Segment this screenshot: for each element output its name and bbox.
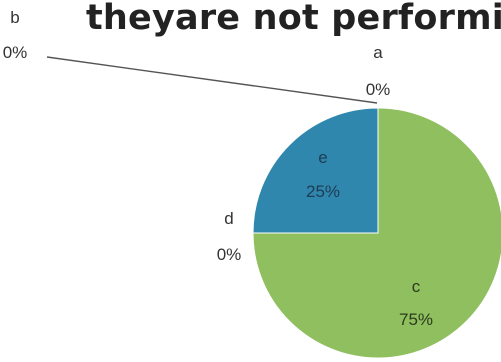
label-value-b: 0% [3,43,28,62]
pie-slice-c [252,107,501,359]
data-labels: a 0% b 0% c 75% d 0% e 25% [3,8,433,329]
label-name-a: a [373,43,383,62]
label-name-d: d [224,209,233,228]
chart-title: theyare not performi [86,0,501,38]
label-value-c: 75% [399,310,433,329]
label-name-b: b [10,8,19,27]
label-name-e: e [318,148,327,167]
pie-slice-e [252,107,379,234]
label-value-a: 0% [366,80,391,99]
label-value-e: 25% [306,182,340,201]
label-name-c: c [412,277,421,296]
label-value-d: 0% [217,245,242,264]
pie-slices [252,107,501,359]
leader-line-b [46,56,378,104]
